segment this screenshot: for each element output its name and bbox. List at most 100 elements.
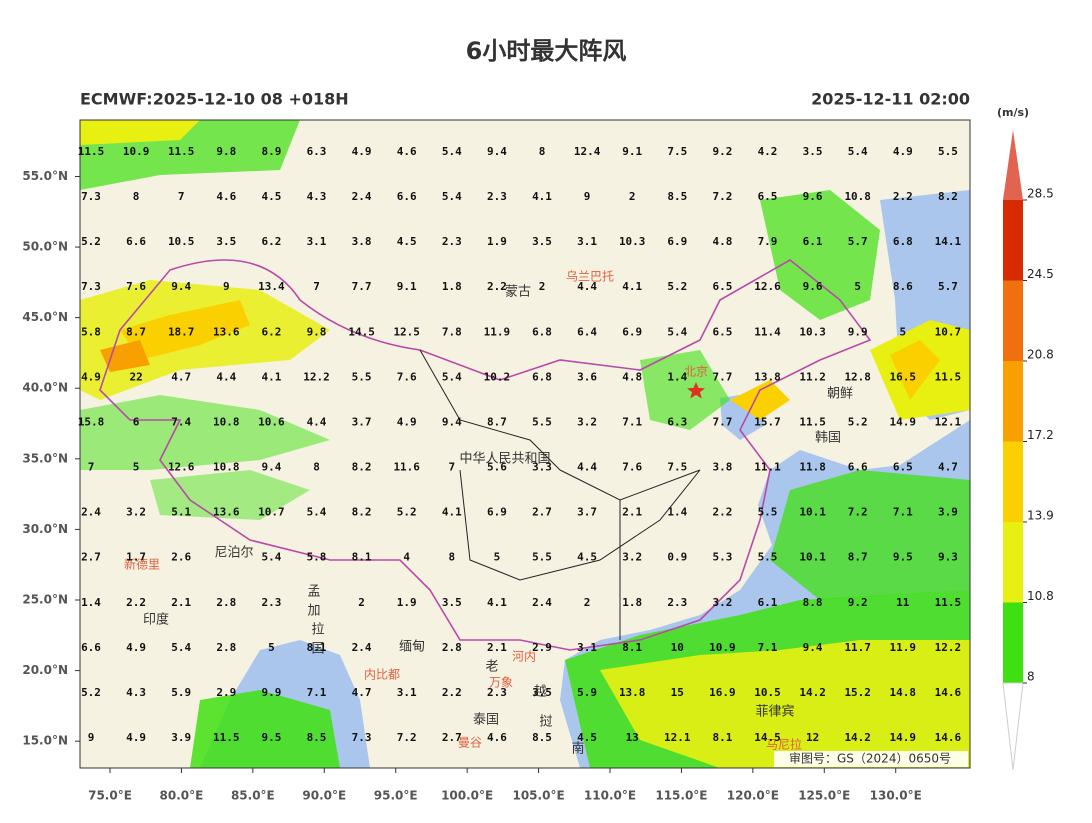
place-label: 蒙古 [505,285,531,300]
grid-value: 4.3 [307,190,327,203]
grid-value: 5 [854,280,861,293]
y-tick-label: 35.0°N [22,451,68,465]
grid-value: 5.2 [81,235,101,248]
grid-value: 6.5 [893,461,913,474]
map-background [80,120,970,768]
grid-value: 2.4 [352,641,372,654]
grid-value: 1.9 [487,235,507,248]
grid-value: 10.8 [844,190,871,203]
grid-value: 8.5 [307,731,327,744]
grid-value: 10.9 [123,145,150,158]
grid-value: 4.7 [938,461,958,474]
grid-value: 2.2 [442,686,462,699]
y-tick-label: 55.0°N [22,169,68,183]
grid-value: 3.5 [216,235,236,248]
grid-value: 3.5 [532,686,552,699]
grid-value: 15.2 [844,686,871,699]
x-tick-label: 95.0°E [374,789,418,803]
place-label: 加 [307,604,320,619]
grid-value: 8.2 [352,506,372,519]
grid-value: 8.1 [352,551,372,564]
grid-value: 11.1 [754,461,781,474]
grid-value: 3.9 [938,506,958,519]
grid-value: 5.4 [171,641,191,654]
grid-value: 6.5 [712,280,732,293]
grid-value: 5 [899,325,906,338]
grid-value: 6.8 [532,370,552,383]
grid-value: 14.6 [935,686,962,699]
grid-value: 7 [448,461,455,474]
grid-value: 8.8 [803,596,823,609]
x-tick-label: 80.0°E [160,789,204,803]
grid-value: 10.2 [484,370,511,383]
place-label: 朝鲜 [827,387,853,402]
grid-value: 4.9 [81,370,101,383]
grid-value: 2.3 [487,190,507,203]
grid-value: 6.9 [622,325,642,338]
grid-value: 18.7 [168,325,195,338]
grid-value: 2.3 [442,235,462,248]
grid-value: 4.7 [352,686,372,699]
grid-value: 4.9 [397,415,417,428]
grid-value: 10.8 [213,461,240,474]
x-tick-label: 125.0°E [798,789,850,803]
grid-value: 9.5 [893,551,913,564]
grid-value: 10.3 [619,235,646,248]
grid-value: 9.4 [803,641,823,654]
y-tick-label: 40.0°N [22,381,68,395]
grid-value: 9.9 [261,686,281,699]
grid-value: 9.6 [803,280,823,293]
grid-value: 7.3 [352,731,372,744]
grid-value: 2.9 [532,641,552,654]
colorbar-label: 20.8 [1027,348,1054,362]
grid-value: 4.1 [622,280,642,293]
grid-value: 7.6 [126,280,146,293]
place-label: 马尼拉 [766,737,802,752]
grid-value: 4.5 [577,551,597,564]
grid-value: 7.3 [81,190,101,203]
grid-value: 8.1 [622,641,642,654]
x-tick-label: 115.0°E [655,789,707,803]
grid-value: 11.6 [393,461,420,474]
grid-value: 7.1 [622,415,642,428]
colorbar-label: 8 [1027,670,1035,684]
grid-value: 5.5 [758,506,778,519]
grid-value: 4.5 [577,731,597,744]
grid-value: 7.5 [667,145,687,158]
grid-value: 2.2 [487,280,507,293]
grid-value: 10.9 [709,641,736,654]
grid-value: 8 [133,190,140,203]
grid-value: 15.7 [754,415,781,428]
grid-value: 10.1 [799,506,826,519]
grid-value: 2.1 [622,506,642,519]
colorbar-label: 24.5 [1027,267,1054,281]
grid-value: 5.8 [307,551,327,564]
place-label: 万象 [489,676,513,690]
grid-value: 4.4 [577,461,597,474]
colorbar-segment [1003,522,1023,603]
colorbar-unit: (m/s) [997,106,1029,119]
grid-value: 5.4 [667,325,687,338]
grid-value: 7.2 [848,506,868,519]
grid-value: 10.8 [213,415,240,428]
grid-value: 12.1 [664,731,691,744]
grid-value: 5.5 [938,145,958,158]
grid-value: 14.5 [348,325,375,338]
grid-value: 6.9 [667,235,687,248]
y-tick-label: 25.0°N [22,593,68,607]
grid-value: 10.1 [799,551,826,564]
grid-value: 4.9 [126,641,146,654]
grid-value: 5.8 [81,325,101,338]
grid-value: 7.1 [307,686,327,699]
grid-value: 9 [584,190,591,203]
grid-value: 7.4 [171,415,191,428]
grid-value: 11.7 [844,641,871,654]
grid-value: 4.3 [126,686,146,699]
grid-value: 11.8 [799,461,826,474]
grid-value: 11.5 [799,415,826,428]
grid-value: 7 [178,190,185,203]
grid-value: 9.4 [442,415,462,428]
grid-value: 7.8 [442,325,462,338]
grid-value: 11.4 [754,325,781,338]
credit-box [774,751,968,767]
